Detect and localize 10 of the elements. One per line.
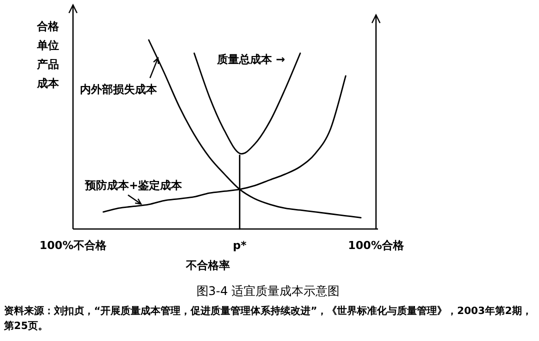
x-tick-label: 100%合格 [348,239,405,252]
text: 图3-4 适宜质量成本示意图 [196,284,340,298]
series-label: 质量总成本 → [216,53,286,66]
x-axis-title: 不合格率 [185,259,230,272]
series-label: 预防成本+鉴定成本 [84,179,184,192]
x-tick-label: 100%不合格 [40,239,108,252]
x-tick-label: p* [232,239,247,252]
legend-label: 内外部损失成本 [80,83,158,96]
text: 资料来源：刘扣贞，“开展质量成本管理，促进质量管理体系持续改进”，《世界标准化与质量管理》，2003年第2期，第25页。 [4,304,533,334]
y-axis-title: 合格单位产品成本 [36,20,60,90]
